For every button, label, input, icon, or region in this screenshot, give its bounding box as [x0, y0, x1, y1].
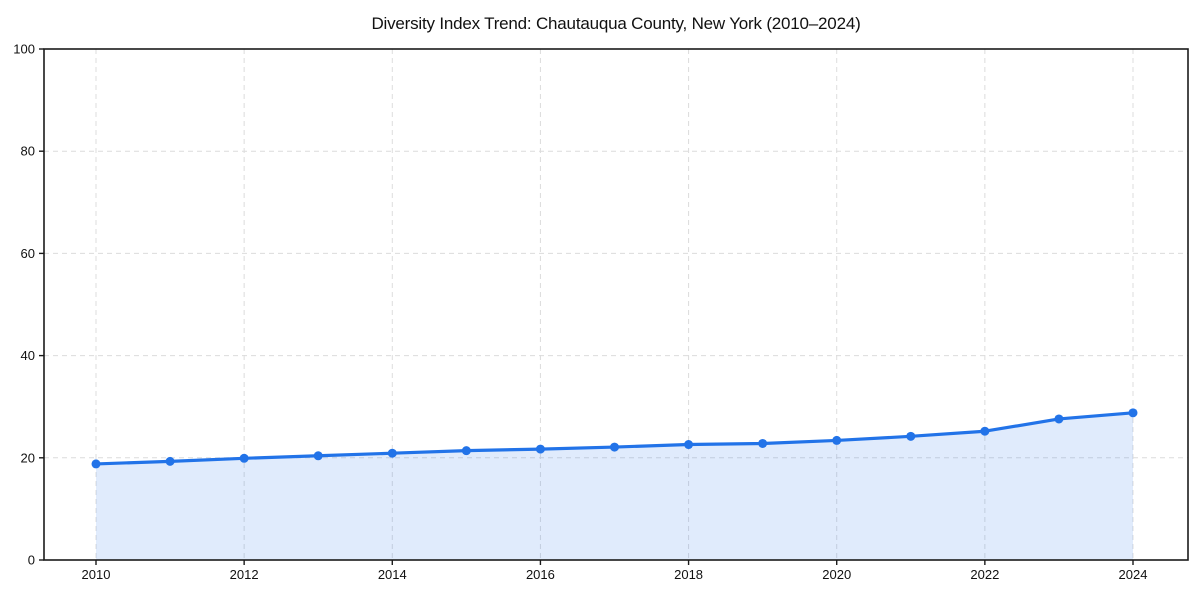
data-point: [758, 438, 768, 448]
x-tick-label: 2022: [970, 567, 999, 582]
area-fill: [96, 412, 1133, 560]
data-point: [165, 456, 175, 466]
x-tick-label: 2010: [82, 567, 111, 582]
data-point: [461, 446, 471, 456]
data-point: [906, 431, 916, 441]
y-tick-label: 100: [13, 42, 35, 57]
plot-border: [43, 48, 1189, 561]
x-tick-label: 2016: [526, 567, 555, 582]
x-tick-label: 2020: [822, 567, 851, 582]
data-point: [684, 440, 694, 450]
data-point: [610, 442, 619, 452]
y-tick-label: 20: [21, 450, 35, 465]
x-tick-label: 2018: [674, 567, 703, 582]
data-point: [1128, 408, 1138, 418]
data-point: [535, 444, 545, 454]
y-tick-label: 0: [28, 553, 35, 568]
data-point: [1054, 414, 1064, 424]
x-tick-label: 2014: [378, 567, 407, 582]
data-point: [980, 426, 990, 436]
y-tick-label: 80: [21, 144, 35, 159]
y-tick-label: 40: [21, 348, 35, 363]
x-tick-label: 2012: [230, 567, 259, 582]
x-tick-label: 2024: [1119, 567, 1148, 582]
chart-title: Diversity Index Trend: Chautauqua County…: [371, 14, 861, 33]
y-tick-label: 60: [21, 246, 35, 261]
data-point: [832, 435, 842, 445]
data-point: [91, 459, 101, 469]
data-point: [313, 451, 323, 461]
data-point: [387, 448, 397, 458]
data-point: [239, 453, 249, 463]
